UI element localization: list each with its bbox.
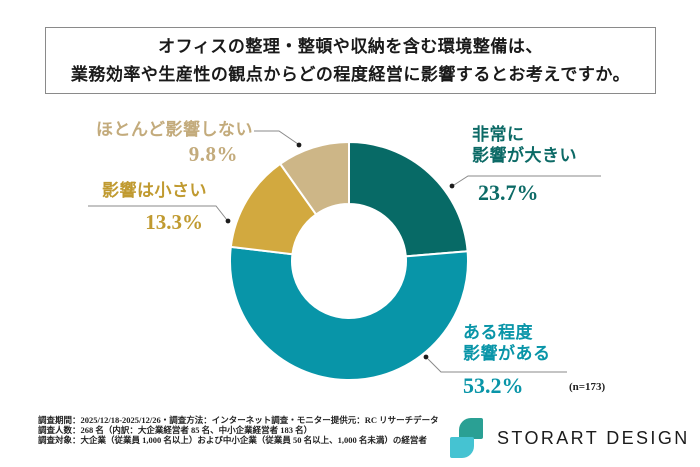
segment-label-none: ほとんど影響しない [96, 120, 253, 139]
donut-slices [229, 141, 469, 382]
donut-slice-3 [279, 141, 350, 216]
sample-size-label: (n=173) [569, 381, 606, 393]
question-box: オフィスの整理・整頓や収納を含む環境整備は、 業務効率や生産性の観点からどの程度… [45, 27, 656, 94]
callout-small: 影響は小さい [60, 180, 207, 201]
question-line-2: 業務効率や生産性の観点からどの程度経営に影響するとお考えですか。 [70, 64, 631, 84]
donut-slice-0 [348, 141, 469, 258]
leader-dot-some [423, 354, 429, 360]
leaf-top-shape [459, 418, 483, 439]
callout-some: ある程度 影響がある [463, 322, 551, 364]
storart-leaf-icon [448, 418, 486, 459]
callout-none: ほとんど影響しない 9.8% [60, 119, 253, 167]
survey-note-line: 調査対象：大企業（従業員 1,000 名以上）および中小企業（従業員 50 名以… [38, 434, 427, 445]
leader-line-small [88, 205, 228, 221]
segment-pct-very: 23.7% [478, 180, 539, 205]
segment-label-very-line2: 影響が大きい [472, 146, 577, 165]
leader-dot-small [225, 218, 231, 224]
leader-line-none [254, 130, 299, 145]
segment-pct-some: 53.2% [463, 373, 524, 398]
segment-pct-none: 9.8% [188, 142, 238, 166]
survey-note-line: 調査人数：268 名（内訳：大企業経営者 85 名、中小企業経営者 183 名） [38, 424, 313, 435]
question-line-1: オフィスの整理・整頓や収納を含む環境整備は、 [158, 37, 543, 57]
segment-label-very-line1: 非常に [472, 125, 525, 144]
survey-note-line: 調査期間：2025/12/18-2025/12/26・調査方法：インターネット調… [38, 415, 439, 425]
brand-logo: STORART DESIGN [448, 418, 690, 459]
leader-line-some [427, 358, 567, 373]
segment-label-some-line1: ある程度 [463, 323, 533, 342]
leader-dot-none [296, 142, 302, 148]
survey-notes: 調査期間：2025/12/18-2025/12/26・調査方法：インターネット調… [38, 415, 439, 445]
leader-line-very [453, 175, 601, 186]
leaf-bottom-shape [450, 437, 474, 458]
brand-name: STORART DESIGN [497, 428, 690, 448]
callout-very: 非常に 影響が大きい [472, 124, 577, 166]
segment-label-some-line2: 影響がある [463, 344, 551, 363]
segment-label-small: 影響は小さい [102, 181, 207, 200]
leader-dot-very [449, 183, 455, 189]
donut-slice-1 [229, 245, 469, 382]
segment-pct-small: 13.3% [145, 210, 203, 234]
